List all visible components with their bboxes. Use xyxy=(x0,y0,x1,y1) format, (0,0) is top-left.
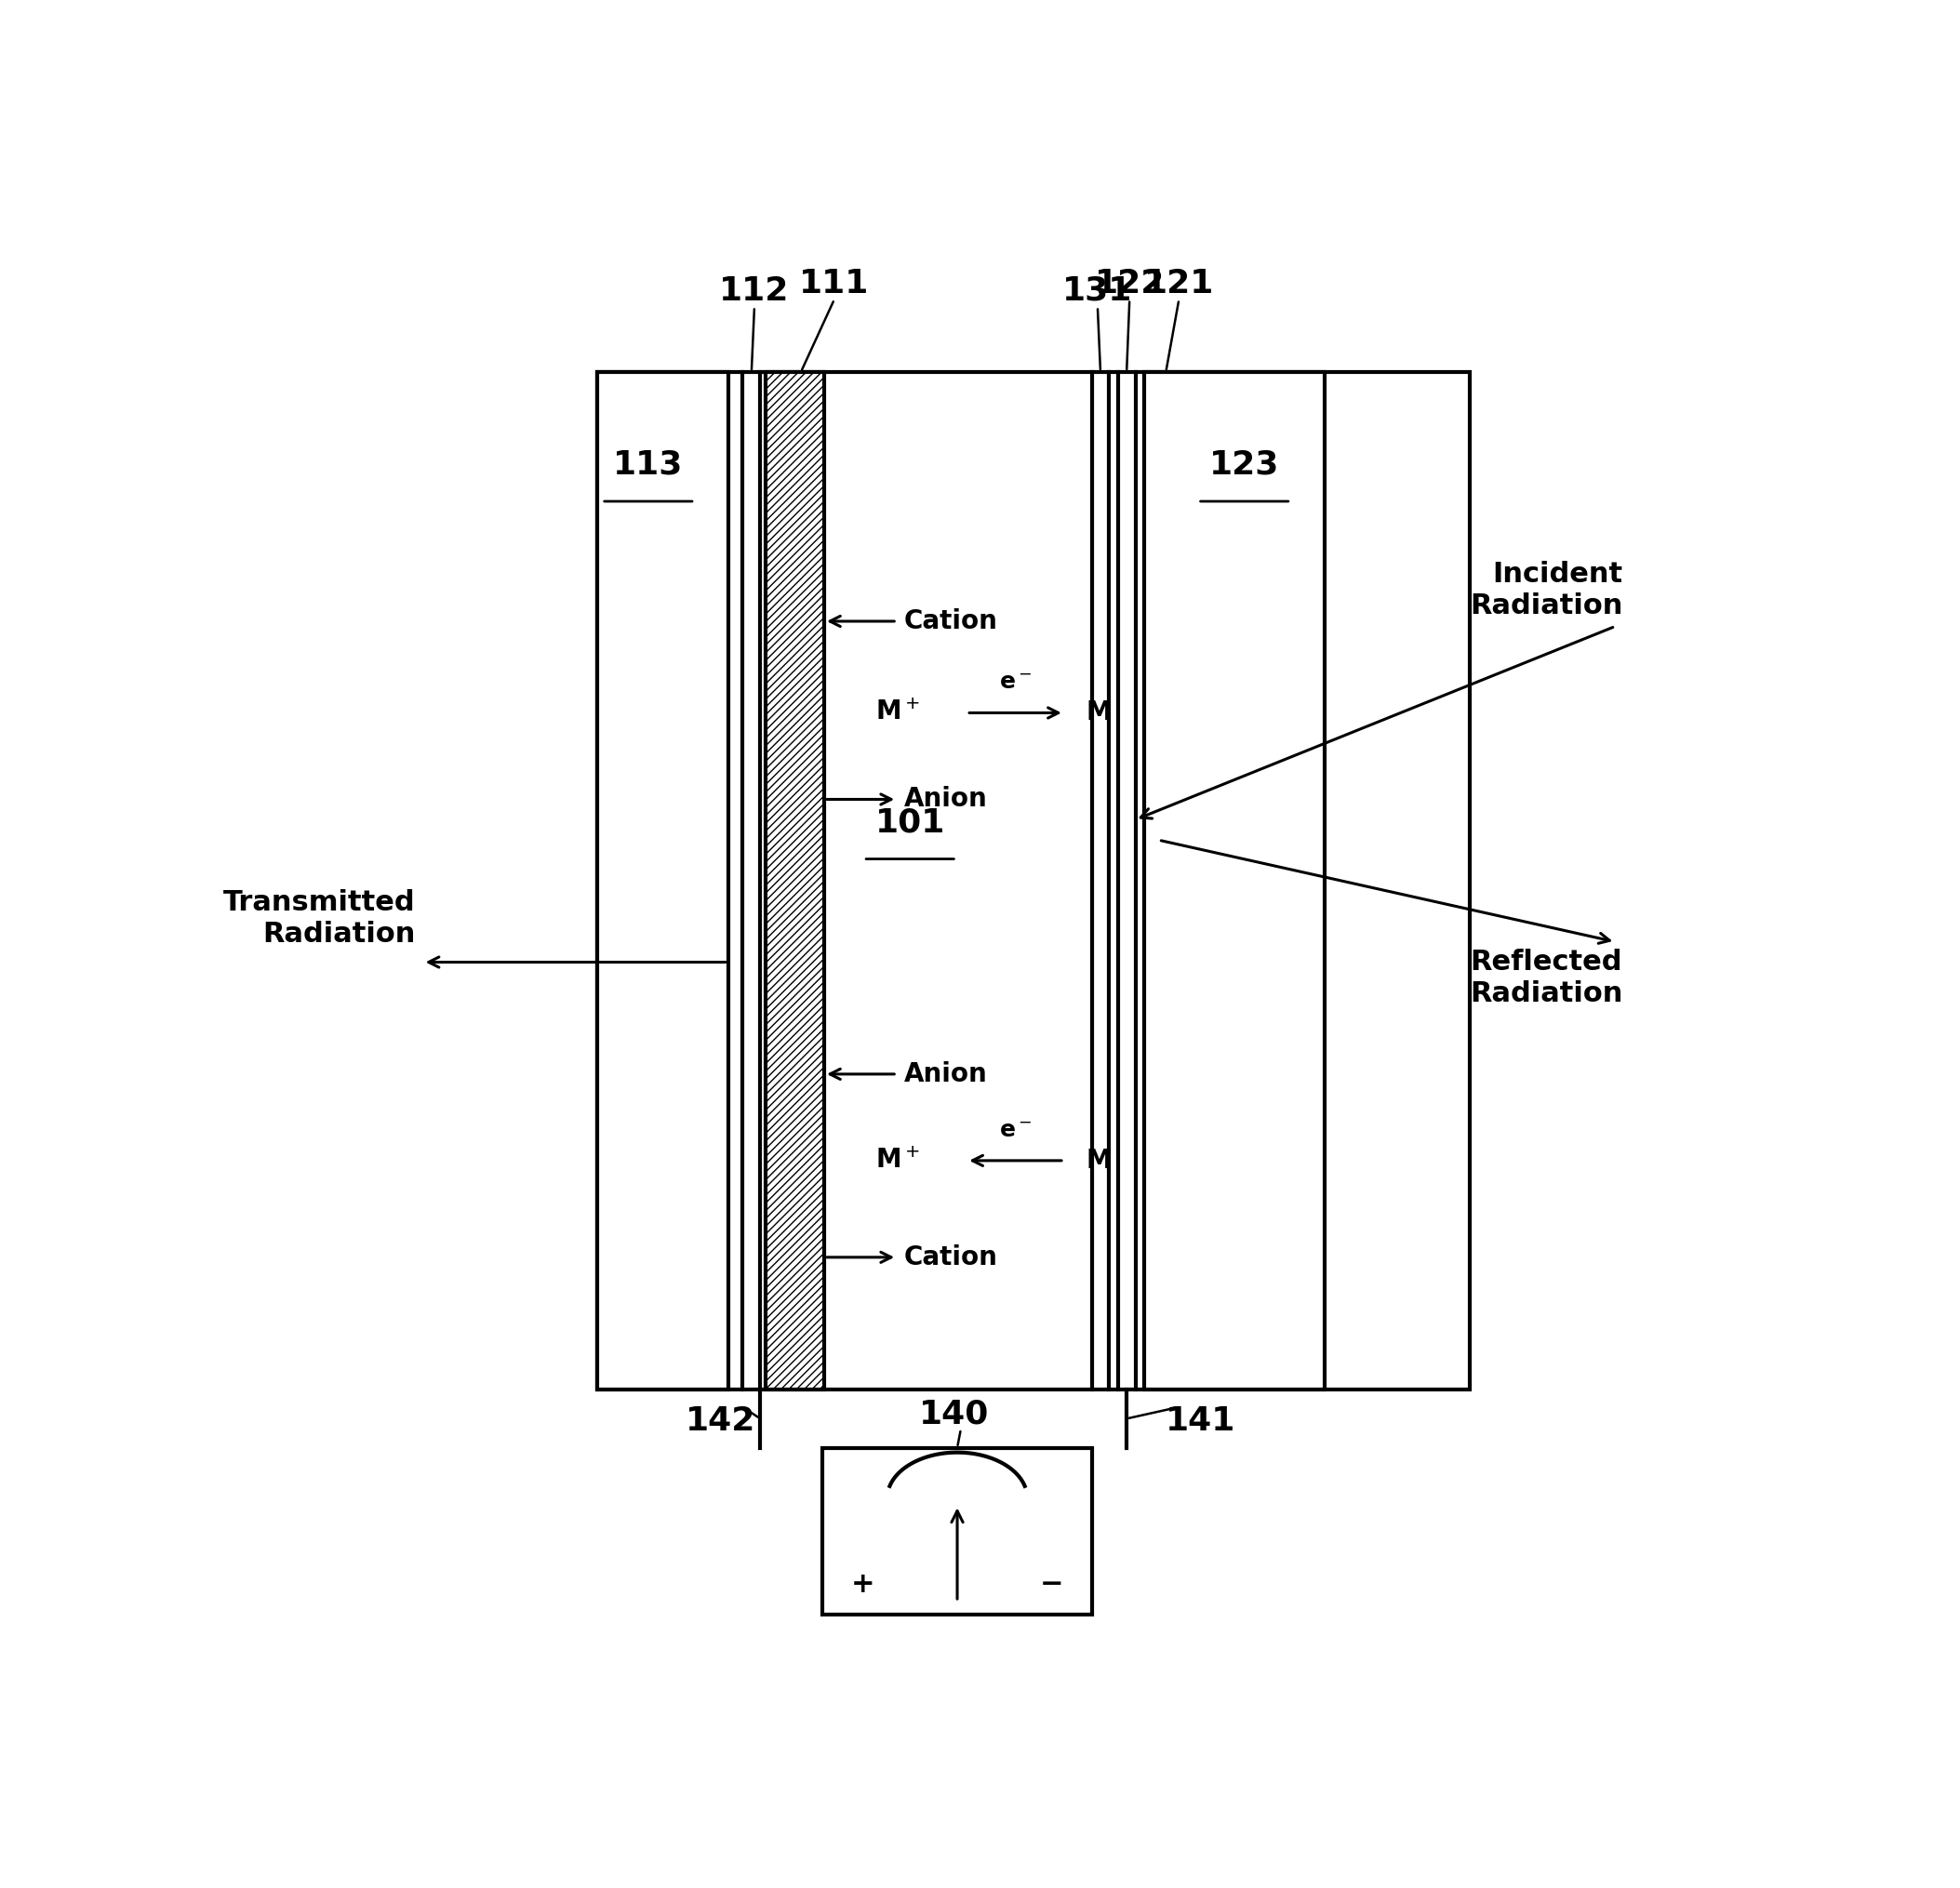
Text: 123: 123 xyxy=(1209,449,1280,481)
Text: Anion: Anion xyxy=(904,1061,988,1087)
Text: 122: 122 xyxy=(1094,268,1164,298)
Text: Reflected
Radiation: Reflected Radiation xyxy=(1470,950,1623,1008)
Text: 101: 101 xyxy=(874,806,945,838)
Text: e$^-$: e$^-$ xyxy=(1000,1120,1031,1142)
Text: Cation: Cation xyxy=(904,1244,998,1271)
Text: Cation: Cation xyxy=(904,608,998,634)
Text: M$^+$: M$^+$ xyxy=(874,1148,919,1174)
Bar xyxy=(598,372,1470,1390)
Text: M: M xyxy=(1086,700,1111,725)
Text: Incident
Radiation: Incident Radiation xyxy=(1470,561,1623,619)
Text: −: − xyxy=(1039,1571,1062,1597)
Text: e$^-$: e$^-$ xyxy=(1000,672,1031,695)
Text: M: M xyxy=(1086,1148,1111,1174)
Text: 121: 121 xyxy=(1145,268,1213,298)
Text: 111: 111 xyxy=(800,268,870,298)
Bar xyxy=(823,1448,1092,1614)
Bar xyxy=(766,372,825,1390)
Bar xyxy=(1145,372,1325,1390)
Text: 113: 113 xyxy=(613,449,684,481)
Text: +: + xyxy=(851,1571,874,1597)
Text: 131: 131 xyxy=(1062,276,1133,306)
Text: Anion: Anion xyxy=(904,785,988,812)
Text: 141: 141 xyxy=(1166,1407,1237,1437)
Text: 142: 142 xyxy=(686,1407,757,1437)
Bar xyxy=(598,372,729,1390)
Text: 112: 112 xyxy=(719,276,790,306)
Text: 140: 140 xyxy=(919,1399,988,1429)
Text: Transmitted
Radiation: Transmitted Radiation xyxy=(223,889,416,948)
Text: M$^+$: M$^+$ xyxy=(874,700,919,725)
